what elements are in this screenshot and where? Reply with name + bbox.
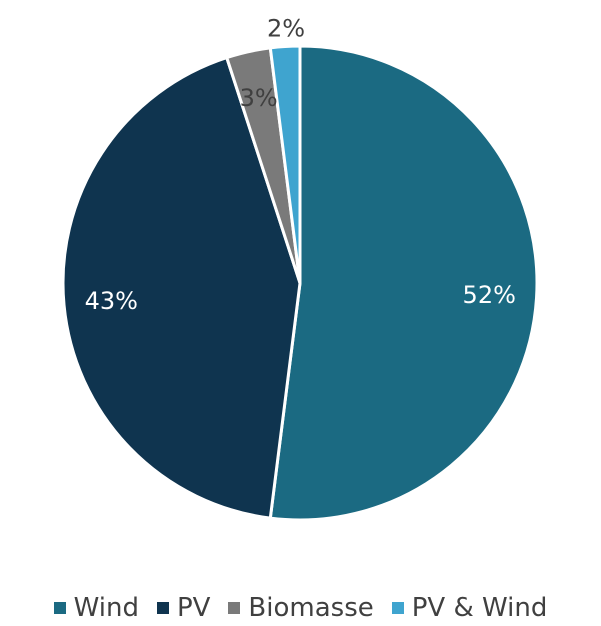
data-label-pv-and-wind: 2%	[267, 15, 305, 43]
legend-item-wind: Wind	[53, 593, 139, 623]
legend-item-pv-and-wind: PV & Wind	[391, 593, 548, 623]
legend-swatch-pv	[156, 602, 169, 614]
legend-label-pv-and-wind: PV & Wind	[411, 593, 548, 623]
legend-label-pv: PV	[176, 593, 211, 623]
data-label-wind: 52%	[463, 281, 516, 309]
pie-slice-wind	[268, 44, 539, 522]
legend-swatch-biomasse	[228, 602, 241, 614]
data-label-biomasse: 3%	[240, 84, 278, 112]
pie-slice-pv-and-wind	[268, 44, 302, 285]
legend-item-pv: PV	[156, 593, 211, 623]
chart-legend: Wind PV Biomasse PV & Wind	[0, 590, 601, 626]
legend-label-wind: Wind	[73, 593, 139, 623]
legend-item-biomasse: Biomasse	[228, 593, 374, 623]
pie-chart: 52% 43% 3% 2%	[61, 15, 539, 522]
legend-swatch-pv-and-wind	[391, 602, 404, 614]
pie-slices	[61, 44, 539, 522]
legend-label-biomasse: Biomasse	[248, 593, 374, 623]
data-label-pv: 43%	[85, 287, 138, 315]
legend-swatch-wind	[53, 602, 66, 614]
pie-slice-pv	[61, 56, 302, 520]
pie-data-labels: 52% 43% 3% 2%	[85, 15, 516, 315]
